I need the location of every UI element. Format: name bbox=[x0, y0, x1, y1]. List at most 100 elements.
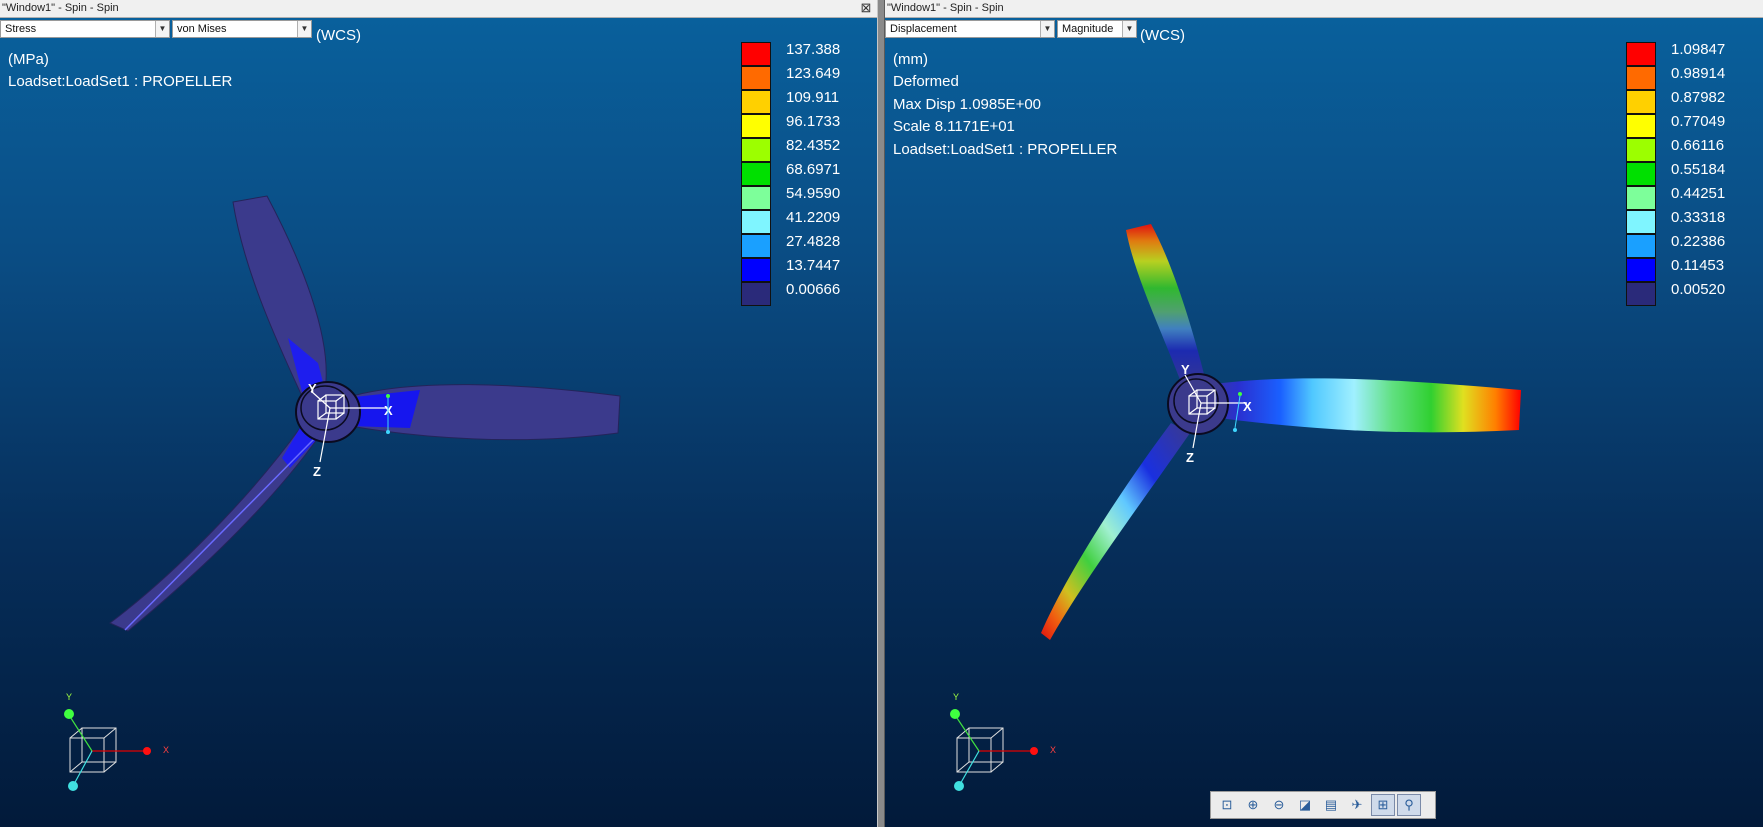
legend-value: 0.44251 bbox=[1671, 185, 1726, 202]
csys-label: (WCS) bbox=[1140, 27, 1185, 44]
triad-x-label: X bbox=[163, 745, 169, 755]
loadset-label: Loadset:LoadSet1 : PROPELLER bbox=[8, 73, 233, 90]
window-titlebar: "Window1" - Spin - Spin bbox=[885, 0, 1763, 18]
window-title: "Window1" - Spin - Spin bbox=[887, 2, 1004, 14]
csys-label: (WCS) bbox=[316, 27, 361, 44]
chevron-down-icon[interactable]: ▼ bbox=[297, 21, 311, 37]
z-axis-label: Z bbox=[1186, 450, 1194, 465]
chevron-down-icon[interactable]: ▼ bbox=[1122, 21, 1136, 37]
window-title: "Window1" - Spin - Spin bbox=[2, 2, 119, 14]
model-view: Y X Z X Y bbox=[64, 195, 621, 791]
result-type-dropdown[interactable]: Displacement ▼ bbox=[885, 20, 1055, 38]
legend-swatch bbox=[741, 114, 771, 138]
legend-swatch bbox=[1626, 162, 1656, 186]
legend-value: 27.4828 bbox=[786, 233, 841, 250]
legend-swatch bbox=[741, 210, 771, 234]
max-disp-label: Max Disp 1.0985E+00 bbox=[893, 96, 1042, 113]
legend-value: 137.388 bbox=[786, 41, 841, 58]
legend-value: 0.77049 bbox=[1671, 113, 1726, 130]
legend-swatch bbox=[741, 234, 771, 258]
legend-value: 0.00666 bbox=[786, 281, 841, 298]
legend-value: 0.87982 bbox=[1671, 89, 1726, 106]
legend-swatch bbox=[741, 282, 771, 306]
propeller-hub bbox=[295, 381, 361, 443]
units-label: (mm) bbox=[893, 51, 928, 68]
view-triad bbox=[956, 727, 1004, 773]
legend-value: 0.22386 bbox=[1671, 233, 1726, 250]
legend-value: 0.55184 bbox=[1671, 161, 1726, 178]
propeller-hub bbox=[1167, 373, 1229, 435]
view-toolbar: ⊡ ⊕ ⊖ ◪ ▤ ✈ ⊞ ⚲ bbox=[1210, 791, 1436, 819]
view-triad bbox=[69, 727, 117, 773]
y-axis-marker bbox=[64, 709, 74, 719]
deformed-label: Deformed bbox=[893, 73, 959, 90]
legend-swatch bbox=[741, 90, 771, 114]
legend-value: 96.1733 bbox=[786, 113, 841, 130]
legend-swatch bbox=[741, 258, 771, 282]
legend-swatch bbox=[1626, 42, 1656, 66]
pane-splitter[interactable] bbox=[877, 0, 885, 827]
legend-value: 123.649 bbox=[786, 65, 841, 82]
repaint-icon[interactable]: ◪ bbox=[1298, 797, 1312, 812]
legend-value: 0.33318 bbox=[1671, 209, 1726, 226]
stress-highlight bbox=[345, 390, 420, 428]
triad-x-label: X bbox=[1050, 745, 1056, 755]
legend-value: 41.2209 bbox=[786, 209, 841, 226]
legend-swatch bbox=[1626, 258, 1656, 282]
displacement-window: "Window1" - Spin - Spin Displacement ▼ M… bbox=[885, 0, 1763, 827]
y-axis-marker bbox=[950, 709, 960, 719]
y-axis-label: Y bbox=[1181, 362, 1190, 377]
propeller-blade bbox=[1200, 378, 1521, 433]
propeller-blade bbox=[109, 427, 319, 632]
z-axis-marker bbox=[68, 781, 78, 791]
legend-value: 13.7447 bbox=[786, 257, 841, 274]
spin-center-icon[interactable]: ⊞ bbox=[1371, 794, 1395, 816]
z-axis-label: Z bbox=[313, 464, 321, 479]
triad-y-label: Y bbox=[66, 692, 72, 702]
window-titlebar: "Window1" - Spin - Spin ⊠ bbox=[0, 0, 877, 18]
graphics-viewport[interactable]: Stress ▼ von Mises ▼ (WCS) (MPa) Loadset… bbox=[0, 18, 877, 827]
legend-swatch bbox=[741, 138, 771, 162]
legend-value: 0.11453 bbox=[1671, 257, 1725, 274]
legend-swatch bbox=[1626, 90, 1656, 114]
component-value: von Mises bbox=[177, 23, 227, 35]
legend-swatch bbox=[1626, 138, 1656, 162]
result-type-dropdown[interactable]: Stress ▼ bbox=[0, 20, 170, 38]
legend-value: 109.911 bbox=[786, 89, 840, 106]
close-icon[interactable]: ⊠ bbox=[860, 0, 872, 15]
legend-value: 68.6971 bbox=[786, 161, 841, 178]
legend-swatch bbox=[1626, 66, 1656, 90]
propeller-blade bbox=[1126, 224, 1205, 393]
legend-value: 0.98914 bbox=[1671, 65, 1726, 82]
legend-swatch bbox=[1626, 234, 1656, 258]
legend-swatch bbox=[1626, 282, 1656, 306]
legend-value: 0.00520 bbox=[1671, 281, 1726, 298]
y-axis-label: Y bbox=[308, 381, 317, 396]
x-axis-marker bbox=[1030, 747, 1038, 755]
component-dropdown[interactable]: Magnitude ▼ bbox=[1057, 20, 1137, 38]
chevron-down-icon[interactable]: ▼ bbox=[1040, 21, 1054, 37]
zoom-out-icon[interactable]: ⊖ bbox=[1273, 797, 1285, 812]
result-type-value: Displacement bbox=[890, 23, 957, 35]
legend-swatch bbox=[1626, 114, 1656, 138]
zoom-window-icon[interactable]: ⊡ bbox=[1221, 797, 1233, 812]
orient-icon[interactable]: ✈ bbox=[1351, 797, 1363, 812]
legend-swatch bbox=[1626, 210, 1656, 234]
zoom-in-icon[interactable]: ⊕ bbox=[1247, 797, 1259, 812]
datum-display-icon[interactable]: ⚲ bbox=[1397, 794, 1421, 816]
propeller-blade bbox=[1041, 423, 1190, 640]
graphics-viewport[interactable]: Displacement ▼ Magnitude ▼ (WCS) (mm) De… bbox=[885, 18, 1763, 827]
legend-swatch bbox=[741, 186, 771, 210]
model-csys bbox=[310, 390, 388, 463]
stress-highlight bbox=[282, 428, 318, 468]
component-dropdown[interactable]: von Mises ▼ bbox=[172, 20, 312, 38]
legend-swatch bbox=[741, 42, 771, 66]
x-axis-label: X bbox=[1243, 399, 1252, 414]
model-view: Y X Z X Y bbox=[950, 224, 1521, 791]
loadset-label: Loadset:LoadSet1 : PROPELLER bbox=[893, 141, 1118, 158]
chevron-down-icon[interactable]: ▼ bbox=[155, 21, 169, 37]
legend-swatch bbox=[741, 66, 771, 90]
named-views-icon[interactable]: ▤ bbox=[1324, 797, 1338, 812]
result-type-value: Stress bbox=[5, 23, 37, 35]
legend-value: 54.9590 bbox=[786, 185, 841, 202]
